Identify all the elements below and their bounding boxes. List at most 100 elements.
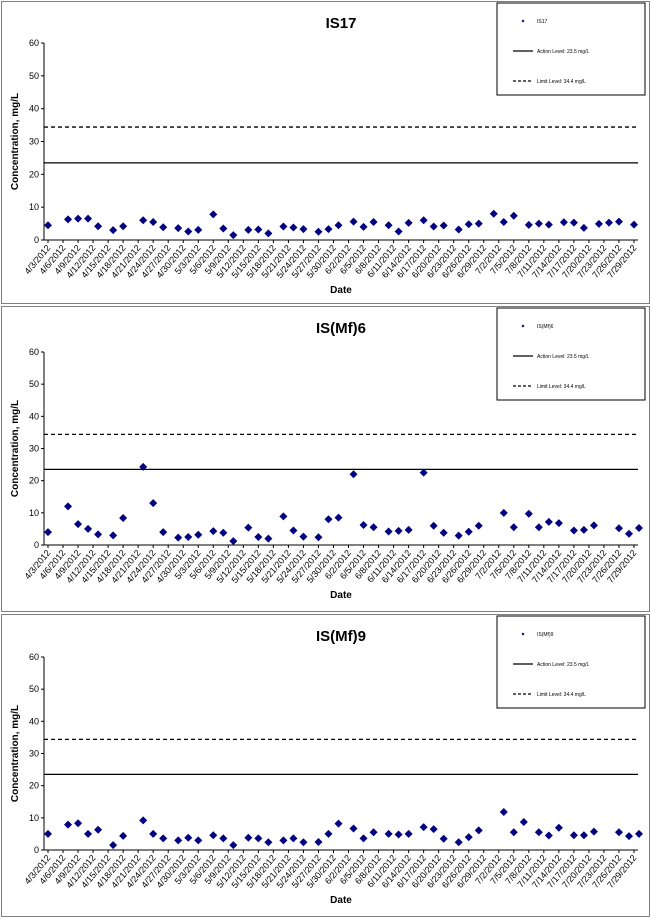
- y-tick-label: 30: [29, 749, 39, 759]
- data-point: [84, 214, 93, 223]
- data-point: [419, 216, 428, 225]
- data-point: [519, 818, 528, 827]
- data-point: [44, 829, 52, 838]
- data-point: [544, 517, 553, 526]
- y-tick-label: 60: [29, 347, 39, 357]
- data-point: [534, 828, 543, 837]
- data-point: [109, 226, 118, 235]
- data-point: [359, 834, 368, 843]
- data-point: [94, 825, 103, 834]
- y-axis-title: Concentration, mg/L: [10, 705, 21, 802]
- legend-label: Limit Level: 34.4 mg/L: [537, 692, 586, 698]
- data-point: [394, 227, 403, 236]
- data-point: [289, 526, 298, 535]
- y-tick-label: 30: [29, 444, 39, 454]
- data-point: [439, 528, 448, 537]
- data-point: [149, 829, 158, 838]
- y-tick-label: 10: [29, 813, 39, 823]
- data-point: [569, 831, 578, 840]
- data-point: [74, 819, 83, 828]
- y-axis-title: Concentration, mg/L: [10, 93, 21, 190]
- data-point: [624, 832, 633, 841]
- data-point: [404, 525, 413, 534]
- data-point: [334, 513, 343, 522]
- legend-marker: [521, 632, 525, 636]
- y-axis-title: Concentration, mg/L: [10, 400, 21, 497]
- data-point: [159, 223, 168, 232]
- data-point: [594, 219, 603, 228]
- data-point: [289, 834, 298, 843]
- data-point: [404, 829, 413, 838]
- data-point: [244, 225, 253, 234]
- y-tick-label: 50: [29, 684, 39, 694]
- chart-title: IS17: [326, 15, 357, 32]
- legend: IS(Mf)6 Action Level: 23.5 mg/L Limit Leve…: [496, 307, 646, 401]
- y-tick-label: 0: [34, 540, 39, 550]
- data-point: [174, 533, 183, 542]
- data-point: [454, 225, 463, 234]
- data-point: [509, 828, 518, 837]
- y-tick-label: 0: [34, 845, 39, 855]
- data-point: [554, 519, 563, 528]
- legend-marker: [521, 19, 525, 23]
- data-point: [489, 209, 498, 218]
- data-point: [369, 523, 378, 532]
- data-point: [509, 211, 518, 220]
- data-point: [149, 217, 158, 226]
- legend: IS17 Action Level: 23.5 mg/L Limit Level: …: [496, 2, 646, 96]
- data-point: [589, 827, 598, 836]
- data-point: [74, 214, 83, 223]
- data-point: [229, 537, 238, 546]
- data-point: [109, 531, 118, 540]
- data-point: [635, 829, 644, 838]
- data-point: [219, 528, 228, 537]
- data-point: [614, 828, 623, 837]
- data-point: [119, 222, 128, 231]
- data-point: [464, 220, 473, 229]
- data-point: [569, 218, 578, 227]
- data-point: [579, 223, 588, 232]
- data-point: [464, 833, 473, 842]
- x-axis-title: Date: [330, 895, 352, 906]
- legend-label: IS(Mf)6: [537, 324, 554, 330]
- data-point: [614, 524, 623, 533]
- chart-title: IS(Mf)6: [316, 320, 366, 337]
- data-point: [64, 820, 73, 829]
- legend-label: IS(Mf)9: [537, 632, 554, 638]
- data-point: [359, 521, 368, 530]
- data-point: [279, 222, 288, 231]
- data-point: [404, 218, 413, 227]
- data-point: [84, 524, 93, 533]
- data-point: [244, 523, 253, 532]
- data-point: [184, 227, 193, 236]
- legend-label: IS17: [537, 19, 548, 25]
- data-point: [384, 829, 393, 838]
- data-point: [614, 217, 623, 226]
- data-point: [194, 225, 203, 234]
- data-point: [289, 223, 298, 232]
- data-point: [474, 521, 483, 530]
- data-point: [369, 217, 378, 226]
- data-point: [454, 838, 463, 847]
- data-point: [499, 508, 508, 517]
- data-point: [109, 841, 118, 850]
- legend: IS(Mf)9 Action Level: 23.5 mg/L Limit Leve…: [496, 615, 646, 709]
- legend-box: [496, 307, 646, 401]
- y-tick-label: 20: [29, 781, 39, 791]
- data-point: [589, 521, 598, 530]
- data-point: [119, 831, 128, 840]
- data-point: [630, 220, 638, 229]
- data-point: [229, 841, 238, 850]
- data-point: [139, 462, 148, 471]
- data-point: [604, 218, 613, 227]
- data-point: [229, 231, 238, 240]
- data-point: [299, 225, 308, 234]
- data-point: [359, 222, 368, 231]
- data-point: [635, 523, 644, 532]
- legend-label: Limit Level: 34.4 mg/L: [537, 79, 586, 85]
- data-point: [264, 838, 273, 847]
- data-point: [94, 530, 103, 539]
- data-point: [209, 527, 218, 536]
